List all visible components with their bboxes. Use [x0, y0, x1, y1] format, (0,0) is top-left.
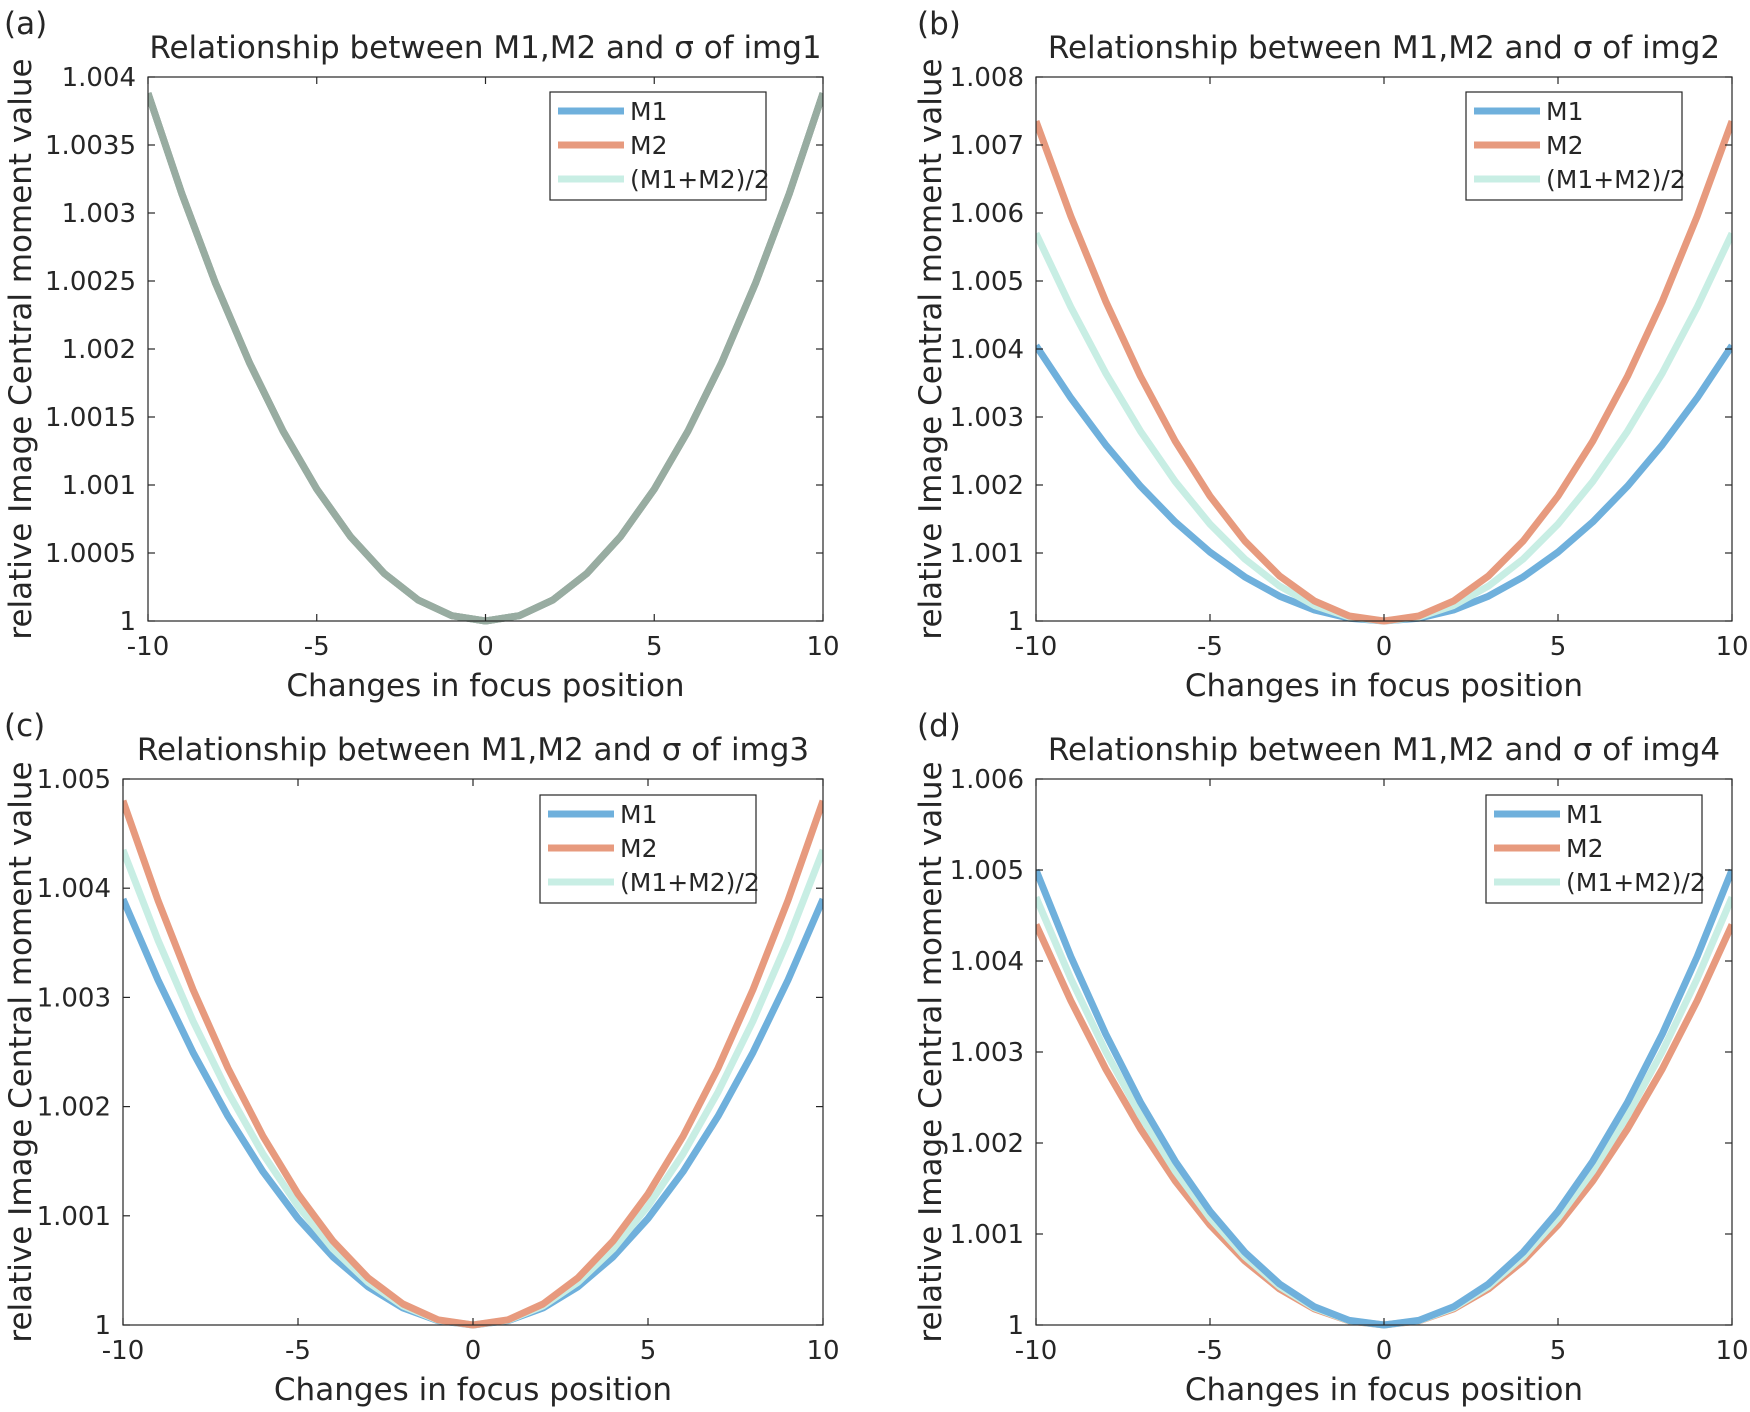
legend-entry: (M1+M2)/2: [630, 165, 770, 194]
panel-d: (d) Relationship between M1,M2 and σ of i…: [913, 708, 1749, 1408]
y-tick-label: 1.003: [950, 1038, 1024, 1068]
legend-entry: M2: [1566, 834, 1603, 863]
y-tick-label: 1: [1007, 607, 1024, 637]
legend-entry: M1: [1566, 800, 1603, 829]
x-tick-label: -10: [1015, 1336, 1057, 1366]
y-tick-label: 1.001: [37, 1202, 111, 1232]
y-tick-label: 1.004: [950, 947, 1024, 977]
y-tick-label: 1.007: [950, 131, 1024, 161]
legend-entry: (M1+M2)/2: [1546, 165, 1686, 194]
y-tick-label: 1.002: [37, 1093, 111, 1123]
legend: M1 M2 (M1+M2)/2: [539, 794, 760, 904]
legend-entry: M2: [620, 834, 657, 863]
y-axis-title: relative Image Central moment value: [3, 58, 39, 639]
x-tick-label: -5: [285, 1336, 311, 1366]
y-tick-label: 1.0035: [45, 131, 136, 161]
y-tick-label: 1.002: [950, 1129, 1024, 1159]
y-tick-label: 1: [1007, 1311, 1024, 1341]
legend-entry: M1: [620, 800, 657, 829]
legend-entry: (M1+M2)/2: [620, 868, 760, 897]
x-tick-label: 10: [806, 632, 839, 662]
legend-entry: (M1+M2)/2: [1566, 868, 1706, 897]
legend: M1 M2 (M1+M2)/2: [549, 91, 770, 201]
y-tick-label: 1.0025: [45, 267, 136, 297]
y-tick-label: 1: [119, 607, 136, 637]
y-tick-label: 1.003: [62, 199, 136, 229]
y-tick-label: 1.006: [950, 199, 1024, 229]
y-tick-label: 1.0015: [45, 403, 136, 433]
x-tick-label: 0: [465, 1336, 482, 1366]
x-tick-label: 0: [477, 632, 494, 662]
x-tick-label: 0: [1376, 1336, 1393, 1366]
y-axis-title: relative Image Central moment value: [913, 761, 949, 1342]
x-axis-title: Changes in focus position: [274, 1372, 672, 1408]
x-tick-label: -5: [304, 632, 330, 662]
panel-label: (c): [4, 708, 45, 744]
plot-title: Relationship between M1,M2 and σ of img4: [1048, 732, 1720, 768]
x-tick-label: 0: [1376, 632, 1393, 662]
x-tick-label: -10: [127, 632, 169, 662]
y-tick-label: 1.005: [950, 856, 1024, 886]
x-tick-label: -5: [1197, 1336, 1223, 1366]
panel-b: (b) Relationship between M1,M2 and σ of i…: [913, 6, 1749, 704]
x-axis-title: Changes in focus position: [1185, 1372, 1583, 1408]
y-tick-label: 1.005: [950, 267, 1024, 297]
legend-entry: M2: [1546, 131, 1583, 160]
plot-title: Relationship between M1,M2 and σ of img3: [137, 732, 809, 768]
y-tick-label: 1.001: [950, 1220, 1024, 1250]
x-tick-label: 10: [1715, 1336, 1748, 1366]
y-tick-label: 1.004: [37, 874, 111, 904]
x-axis-title: Changes in focus position: [286, 668, 684, 704]
y-tick-label: 1.001: [950, 539, 1024, 569]
x-axis-title: Changes in focus position: [1185, 668, 1583, 704]
y-tick-label: 1.004: [950, 335, 1024, 365]
legend-entry: M1: [1546, 97, 1583, 126]
y-tick-label: 1.008: [950, 63, 1024, 93]
x-tick-label: 5: [1550, 1336, 1567, 1366]
y-tick-label: 1.002: [950, 471, 1024, 501]
panel-label: (a): [4, 6, 47, 42]
y-tick-label: 1.004: [62, 63, 136, 93]
y-tick-label: 1.005: [37, 765, 111, 795]
legend-entry: M2: [630, 131, 667, 160]
x-tick-label: 10: [806, 1336, 839, 1366]
legend: M1 M2 (M1+M2)/2: [1465, 91, 1686, 201]
panel-label: (d): [917, 708, 961, 744]
y-tick-label: 1: [94, 1311, 111, 1341]
y-axis-title: relative Image Central moment value: [913, 58, 949, 639]
x-tick-label: 5: [640, 1336, 657, 1366]
legend-entry: M1: [630, 97, 667, 126]
x-tick-label: 5: [646, 632, 663, 662]
y-tick-label: 1.001: [62, 471, 136, 501]
y-axis-title: relative Image Central moment value: [3, 761, 39, 1342]
x-tick-label: 5: [1550, 632, 1567, 662]
panel-c: (c) Relationship between M1,M2 and σ of i…: [3, 708, 840, 1408]
y-tick-label: 1.003: [950, 403, 1024, 433]
panel-label: (b): [917, 6, 961, 42]
plot-title: Relationship between M1,M2 and σ of img2: [1048, 30, 1720, 66]
x-tick-label: -10: [102, 1336, 144, 1366]
x-tick-label: 10: [1715, 632, 1748, 662]
x-tick-label: -5: [1197, 632, 1223, 662]
panel-a: (a) Relationship between M1,M2 and σ of i…: [3, 6, 840, 704]
legend: M1 M2 (M1+M2)/2: [1485, 794, 1706, 904]
y-tick-label: 1.0005: [45, 539, 136, 569]
y-tick-label: 1.003: [37, 983, 111, 1013]
plot-title: Relationship between M1,M2 and σ of img1: [149, 30, 821, 66]
y-tick-label: 1.006: [950, 765, 1024, 795]
x-tick-label: -10: [1015, 632, 1057, 662]
y-tick-label: 1.002: [62, 335, 136, 365]
